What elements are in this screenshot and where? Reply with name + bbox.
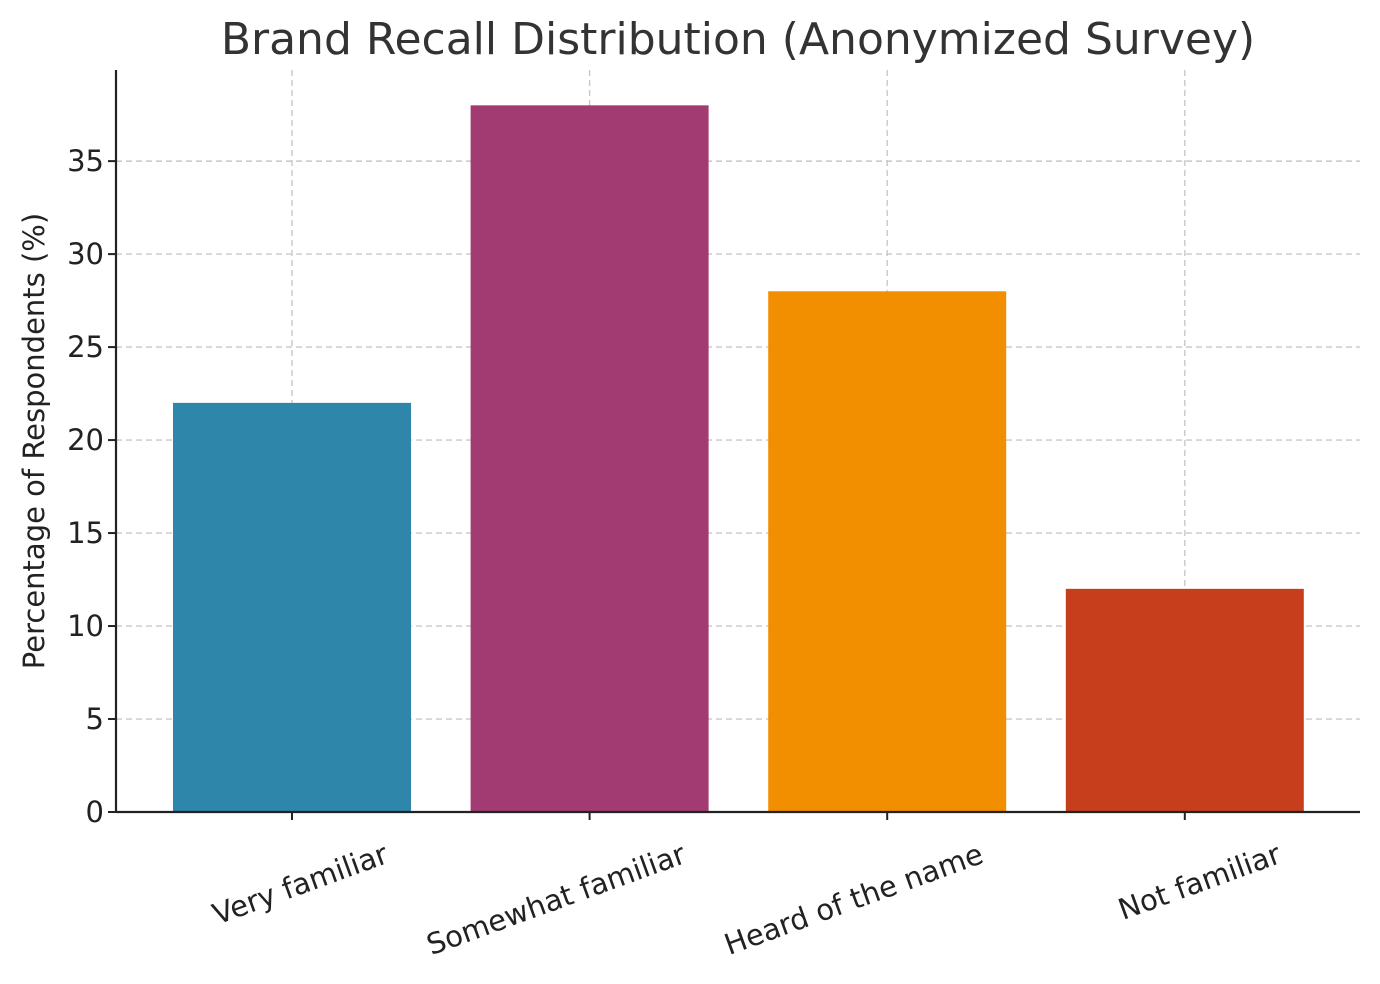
y-tick-label: 25 xyxy=(67,330,104,364)
bars-layer xyxy=(173,105,1304,813)
y-tick-label: 0 xyxy=(86,795,104,829)
x-tick-label: Very familiar xyxy=(208,837,392,932)
y-tick-label: 35 xyxy=(67,144,104,178)
y-tick-label: 15 xyxy=(67,516,104,550)
bar-very-familiar xyxy=(173,402,411,812)
y-tick-label: 10 xyxy=(67,609,104,643)
x-tick-label: Not familiar xyxy=(1114,837,1286,927)
chart-title: Brand Recall Distribution (Anonymized Su… xyxy=(221,14,1255,65)
x-tick-label: Heard of the name xyxy=(720,837,988,962)
y-tick-label: 20 xyxy=(67,423,104,457)
y-tick-label: 30 xyxy=(67,237,104,271)
y-axis-label: Percentage of Respondents (%) xyxy=(17,213,51,669)
x-tick-label: Somewhat familiar xyxy=(422,837,690,962)
bar-heard-of-the-name xyxy=(768,291,1007,813)
bar-somewhat-familiar xyxy=(470,105,709,813)
y-tick-label: 5 xyxy=(86,702,104,736)
bar-not-familiar xyxy=(1065,588,1304,812)
